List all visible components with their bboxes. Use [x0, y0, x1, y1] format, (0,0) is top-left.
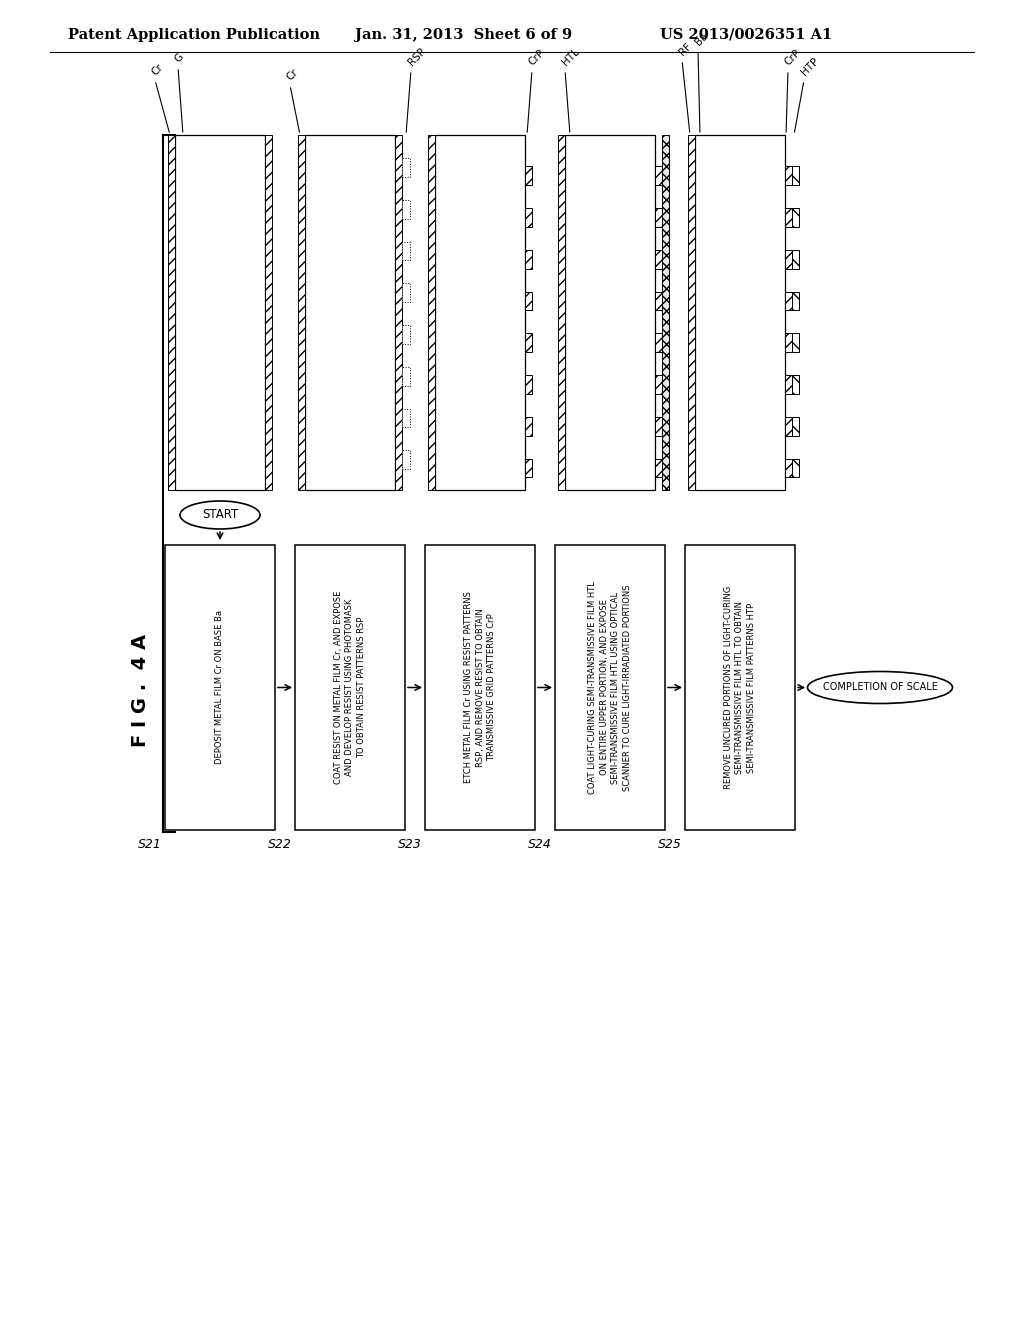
Text: RSP: RSP: [406, 46, 427, 67]
Text: START: START: [202, 508, 239, 521]
Bar: [165, 545, 275, 830]
Bar: [525, 375, 532, 393]
Bar: [785, 458, 792, 478]
Text: COAT LIGHT-CURING SEMI-TRANSMISSIVE FILM HTL
ON ENTIRE UPPER PORTION, AND EXPOSE: COAT LIGHT-CURING SEMI-TRANSMISSIVE FILM…: [589, 581, 632, 793]
Text: US 2013/0026351 A1: US 2013/0026351 A1: [660, 28, 833, 42]
Bar: [525, 166, 532, 185]
Bar: [402, 367, 410, 385]
Bar: [785, 375, 792, 393]
Bar: [662, 135, 669, 490]
Bar: [402, 450, 410, 469]
Text: Cr: Cr: [150, 62, 165, 77]
Bar: [555, 545, 665, 830]
Text: RF: RF: [677, 41, 693, 57]
Bar: [655, 209, 662, 227]
Bar: [402, 199, 410, 219]
Bar: [688, 135, 695, 490]
Bar: [175, 135, 265, 490]
Text: S21: S21: [138, 838, 162, 851]
Bar: [792, 249, 799, 269]
Bar: [655, 249, 662, 269]
Bar: [402, 409, 410, 428]
Text: COMPLETION OF SCALE: COMPLETION OF SCALE: [822, 682, 937, 693]
Text: COAT RESIST ON METAL FILM Cr, AND EXPOSE
AND DEVELOP RESIST USING PHOTOMASK
TO O: COAT RESIST ON METAL FILM Cr, AND EXPOSE…: [334, 591, 366, 784]
Bar: [685, 545, 795, 830]
Bar: [525, 458, 532, 478]
Bar: [428, 135, 435, 490]
Bar: [695, 135, 785, 490]
Bar: [792, 458, 799, 478]
Text: S23: S23: [398, 838, 422, 851]
Text: CrP: CrP: [783, 48, 803, 67]
Text: HTP: HTP: [799, 55, 820, 77]
Bar: [792, 334, 799, 352]
Bar: [785, 292, 792, 310]
Bar: [435, 135, 525, 490]
Bar: [792, 166, 799, 185]
Text: ETCH METAL FILM Cr USING RESIST PATTERNS
RSP, AND REMOVE RESIST TO OBTAIN
TRANSM: ETCH METAL FILM Cr USING RESIST PATTERNS…: [464, 591, 496, 784]
Bar: [792, 209, 799, 227]
Bar: [265, 135, 272, 490]
Bar: [785, 209, 792, 227]
Bar: [792, 375, 799, 393]
Bar: [785, 334, 792, 352]
Bar: [525, 334, 532, 352]
Bar: [785, 417, 792, 436]
Bar: [785, 249, 792, 269]
Bar: [655, 375, 662, 393]
Bar: [655, 417, 662, 436]
Text: S22: S22: [268, 838, 292, 851]
Bar: [792, 292, 799, 310]
Text: Patent Application Publication: Patent Application Publication: [68, 28, 319, 42]
Bar: [402, 158, 410, 177]
Bar: [655, 458, 662, 478]
Text: Jan. 31, 2013  Sheet 6 of 9: Jan. 31, 2013 Sheet 6 of 9: [355, 28, 572, 42]
Bar: [785, 166, 792, 185]
Ellipse shape: [180, 502, 260, 529]
Bar: [525, 249, 532, 269]
Bar: [525, 292, 532, 310]
Text: S24: S24: [528, 838, 552, 851]
Bar: [425, 545, 535, 830]
Text: G: G: [173, 51, 185, 63]
Ellipse shape: [808, 672, 952, 704]
Bar: [168, 135, 175, 490]
Text: Cr: Cr: [285, 66, 300, 82]
Bar: [402, 242, 410, 260]
Bar: [565, 135, 655, 490]
Text: REMOVE UNCURED PORTIONS OF LIGHT-CURING
SEMI-TRANSMISSIVE FILM HTL TO OBTAIN
SEM: REMOVE UNCURED PORTIONS OF LIGHT-CURING …: [724, 586, 756, 789]
Bar: [298, 135, 305, 490]
Bar: [525, 417, 532, 436]
Bar: [295, 545, 406, 830]
Bar: [655, 166, 662, 185]
Bar: [792, 417, 799, 436]
Text: CrP: CrP: [527, 48, 547, 67]
Text: DEPOSIT METAL FILM Cr ON BASE Ba: DEPOSIT METAL FILM Cr ON BASE Ba: [215, 610, 224, 764]
Bar: [655, 292, 662, 310]
Text: Ba: Ba: [693, 30, 710, 48]
Bar: [395, 135, 402, 490]
Bar: [525, 209, 532, 227]
Bar: [402, 325, 410, 343]
Text: F I G .  4 A: F I G . 4 A: [130, 634, 150, 747]
Bar: [305, 135, 395, 490]
Bar: [558, 135, 565, 490]
Bar: [402, 284, 410, 302]
Text: HTL: HTL: [560, 46, 581, 67]
Bar: [655, 334, 662, 352]
Text: S25: S25: [658, 838, 682, 851]
